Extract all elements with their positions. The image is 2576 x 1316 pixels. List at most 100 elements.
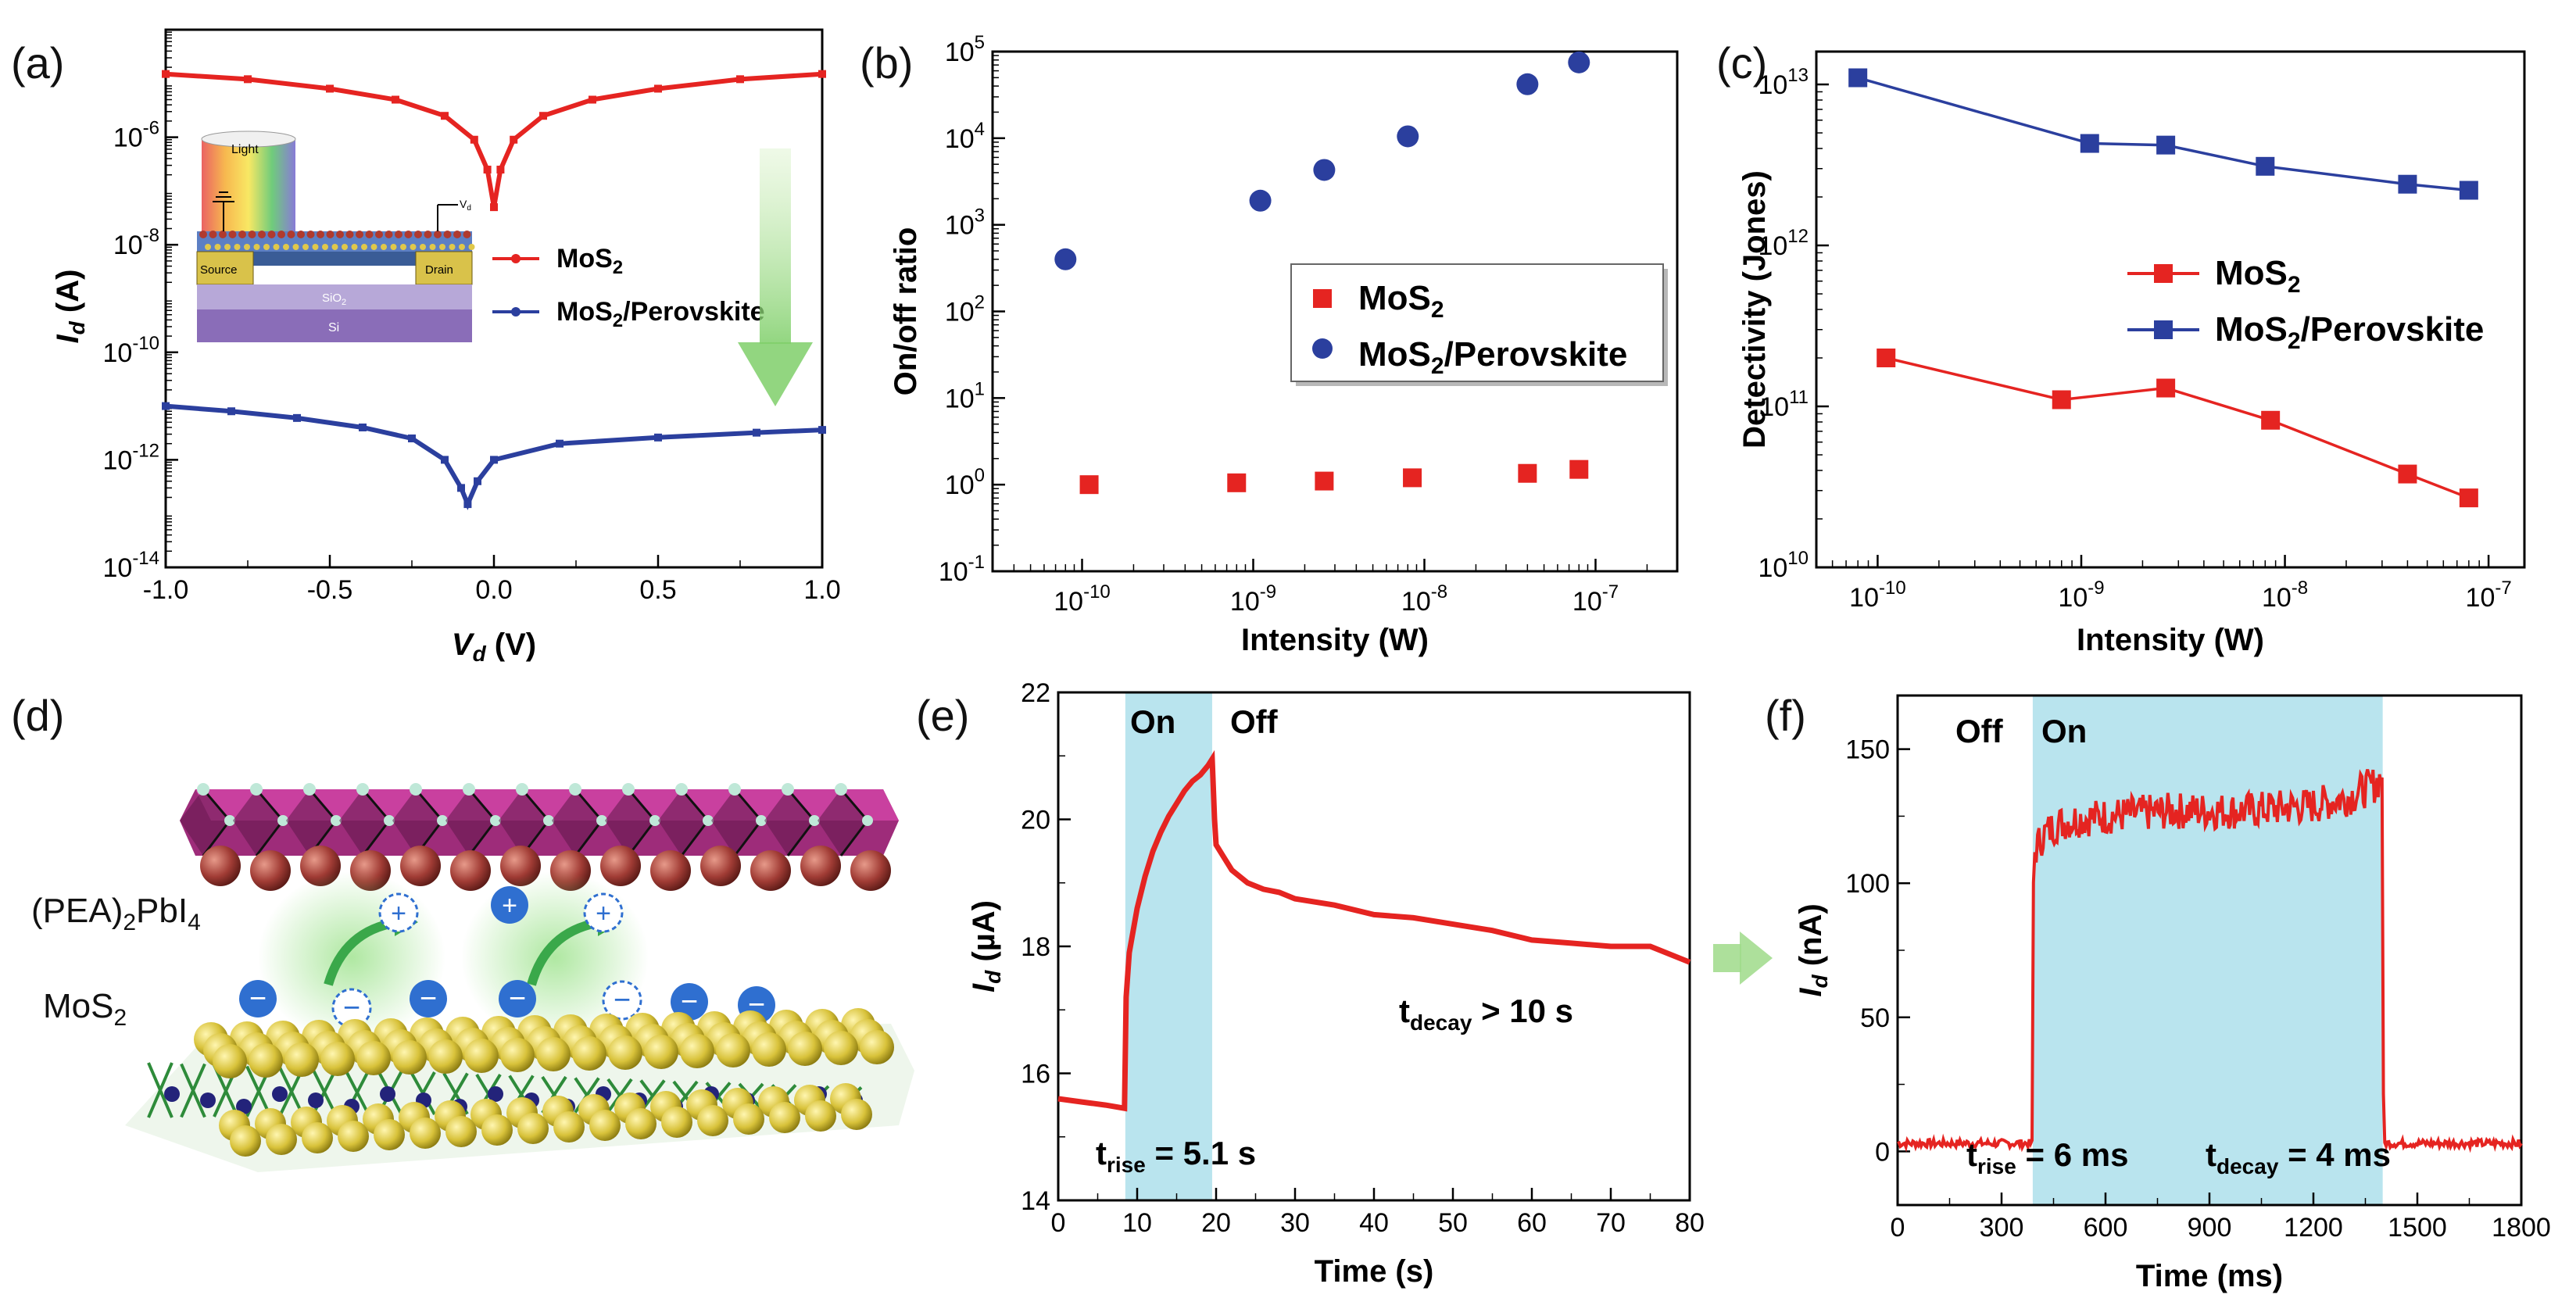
- sulfur-atom-bottom: [661, 1107, 692, 1138]
- sulfur-atom-bottom: [841, 1099, 872, 1130]
- x-tick-label-f: 1500: [2388, 1213, 2447, 1243]
- legend-label-a-1: MoS2/Perovskite: [556, 297, 765, 331]
- inset-atom: [463, 231, 471, 238]
- inset-atom: [420, 244, 426, 250]
- inset-atom: [336, 231, 344, 238]
- molybdenum-atom: [200, 1092, 216, 1108]
- electron-sign: −: [681, 985, 698, 1018]
- sulfur-atom-top: [249, 1043, 283, 1078]
- inset-vd-label: Vd: [460, 198, 471, 213]
- y-tick-label-a: 10-8: [113, 225, 159, 260]
- electron-sign: −: [343, 992, 360, 1025]
- molybdenum-atom: [380, 1086, 395, 1102]
- inset-atom: [385, 231, 393, 238]
- y-tick-label-e: 22: [1021, 678, 1050, 708]
- data-point-a-0: [490, 203, 498, 212]
- electron-sign: −: [420, 982, 437, 1015]
- sulfur-atom-top: [356, 1041, 391, 1075]
- data-point-a-1: [359, 423, 367, 431]
- cation-ball: [200, 846, 241, 886]
- sulfur-atom-top: [788, 1032, 822, 1066]
- octahedron-edge: [733, 820, 763, 856]
- data-point-b-mos2: [1315, 471, 1334, 491]
- inset-atom: [244, 244, 250, 250]
- data-point-a-0: [539, 112, 547, 120]
- inset-atom: [453, 231, 461, 238]
- data-point-a-1: [293, 413, 301, 422]
- hole-dashed: [378, 892, 419, 933]
- data-point-c-0: [2052, 390, 2071, 409]
- data-point-b-perovskite: [1568, 51, 1590, 73]
- sulfur-atom-bottom: [517, 1113, 549, 1144]
- data-point-a-0: [496, 166, 505, 174]
- inset-atom: [263, 244, 270, 250]
- legend-marker-a-0: [511, 254, 521, 263]
- legend-label-c-1: MoS2/Perovskite: [2215, 310, 2484, 354]
- mos2-bond: [606, 1078, 633, 1114]
- inset-atom: [205, 244, 211, 250]
- iodide-atom: [862, 815, 873, 826]
- series-line-f: [1897, 769, 2523, 1153]
- inset-atom: [449, 244, 456, 250]
- iodide-atom: [331, 815, 342, 826]
- sulfur-atom-top: [572, 1036, 606, 1071]
- sulfur-atom-bottom: [338, 1121, 369, 1152]
- y-tick-label-a: 10-14: [102, 548, 159, 583]
- octahedron-edge: [414, 789, 444, 821]
- inset-atom: [317, 231, 324, 238]
- sulfur-atom-bottom: [445, 1116, 477, 1147]
- sulfur-atom-top: [428, 1039, 463, 1074]
- sulfur-atom-bottom: [410, 1118, 441, 1149]
- x-tick-label-e: 10: [1122, 1208, 1152, 1238]
- panel-label-f: (f): [1765, 691, 1806, 740]
- trend-arrow-down: [738, 148, 813, 406]
- x-tick-label-e: 0: [1051, 1208, 1066, 1238]
- inset-atom: [219, 231, 227, 238]
- sulfur-atom-bottom: [553, 1111, 585, 1143]
- annotation-decay-f: tdecay = 4 ms: [2206, 1136, 2391, 1178]
- data-point-c-0: [1877, 349, 1896, 368]
- iodide-atom: [569, 783, 581, 796]
- sulfur-atom-top: [680, 1034, 714, 1068]
- inset-atom: [365, 231, 374, 238]
- data-point-a-1: [457, 484, 465, 492]
- y-tick-label-c: 1012: [1758, 226, 1809, 261]
- molybdenum-atom: [272, 1086, 288, 1102]
- data-point-b-perovskite: [1397, 125, 1419, 148]
- iodide-atom: [356, 783, 369, 796]
- chart-panel-b: 10-1 100 101 102 103 104 105 10-10 10-9 10-8 10-7 O…: [889, 32, 1679, 657]
- data-point-a-0: [441, 112, 449, 120]
- annotation-on-f: On: [2041, 713, 2087, 749]
- inset-atom: [283, 244, 289, 250]
- x-tick-label-c: 10-10: [1849, 578, 1906, 613]
- legend-marker-c-1: [2154, 320, 2173, 339]
- inset-sio2-label: SiO2: [322, 291, 346, 307]
- electron-solid: [239, 980, 277, 1017]
- y-tick-label-b: 103: [945, 206, 985, 241]
- y-tick-label-e: 14: [1021, 1186, 1050, 1216]
- octahedron-edge: [361, 789, 391, 821]
- iodide-atom: [410, 783, 422, 796]
- inset-atom: [224, 244, 231, 250]
- data-point-a-1: [654, 433, 662, 442]
- y-tick-label-c: 1013: [1758, 65, 1809, 100]
- iodide-atom: [756, 815, 767, 826]
- octahedron-edge: [786, 820, 816, 856]
- sulfur-atom-top: [500, 1038, 535, 1072]
- y-tick-label-f: 0: [1875, 1137, 1890, 1167]
- data-point-a-0: [470, 135, 478, 144]
- inset-atom: [297, 231, 305, 238]
- x-tick-label-b: 10-7: [1572, 581, 1619, 617]
- iodide-atom: [384, 815, 395, 826]
- x-tick-label-f: 0: [1891, 1213, 1905, 1243]
- panel-label-c: (c): [1716, 38, 1767, 88]
- plot-area-a: 10-14 10-12 10-10 10-8 10-6 -1.0 -0.5 0.0 0.5 1.0…: [51, 28, 841, 666]
- y-tick-label-e: 20: [1021, 806, 1050, 835]
- chart-panel-c: 1010 1011 1012 1013 10-10 10-9 10-8 10-7 Detecti…: [1737, 50, 2526, 657]
- sulfur-atom-bottom: [697, 1105, 728, 1136]
- legend-marker-b-1: [1312, 338, 1333, 359]
- octahedron-edge: [467, 820, 497, 856]
- y-tick-label-f: 100: [1845, 869, 1890, 899]
- inset-atom: [302, 244, 309, 250]
- inset-atom: [356, 231, 363, 238]
